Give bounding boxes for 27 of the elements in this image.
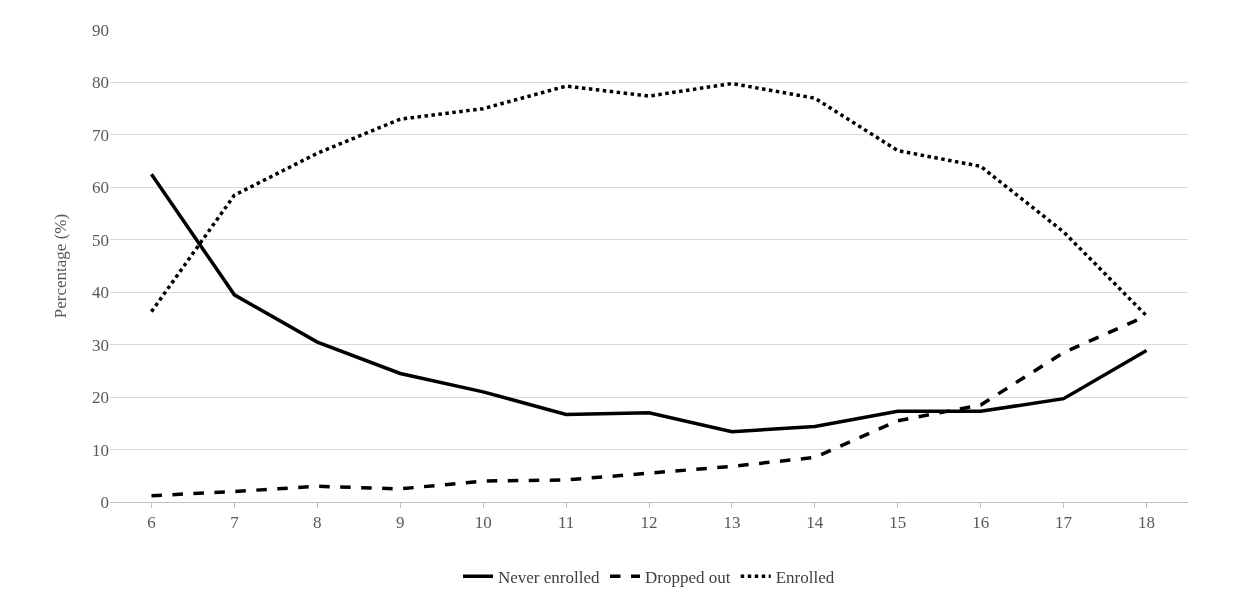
y-tick-label: 80 bbox=[92, 73, 109, 93]
y-tick-label: 90 bbox=[92, 20, 109, 40]
y-tick-label: 50 bbox=[92, 230, 109, 250]
y-tick-label: 30 bbox=[92, 335, 109, 355]
y-tick-label: 20 bbox=[92, 388, 109, 408]
legend-label: Never enrolled bbox=[498, 567, 600, 587]
x-tick-label: 18 bbox=[1138, 513, 1156, 533]
y-tick-label: 70 bbox=[92, 125, 109, 145]
x-tick-label: 6 bbox=[147, 513, 156, 533]
y-tick-label: 60 bbox=[92, 178, 109, 198]
legend-label: Dropped out bbox=[644, 567, 731, 587]
x-tick-label: 7 bbox=[230, 513, 240, 533]
x-tick-label: 13 bbox=[723, 513, 741, 533]
y-axis-title: Percentage (%) bbox=[51, 213, 70, 319]
y-tick-label: 40 bbox=[92, 283, 109, 303]
y-tick-label: 0 bbox=[100, 492, 109, 512]
legend-label: Enrolled bbox=[775, 567, 835, 587]
x-tick-label: 10 bbox=[474, 513, 492, 533]
x-tick-label: 8 bbox=[313, 513, 322, 533]
x-tick-label: 15 bbox=[889, 513, 907, 533]
y-tick-label: 10 bbox=[92, 440, 109, 460]
x-tick-label: 17 bbox=[1055, 513, 1073, 533]
x-tick-label: 11 bbox=[557, 513, 575, 533]
x-tick-label: 14 bbox=[806, 513, 824, 533]
x-tick-label: 16 bbox=[972, 513, 990, 533]
x-tick-label: 12 bbox=[640, 513, 658, 533]
x-tick-label: 9 bbox=[395, 513, 405, 533]
